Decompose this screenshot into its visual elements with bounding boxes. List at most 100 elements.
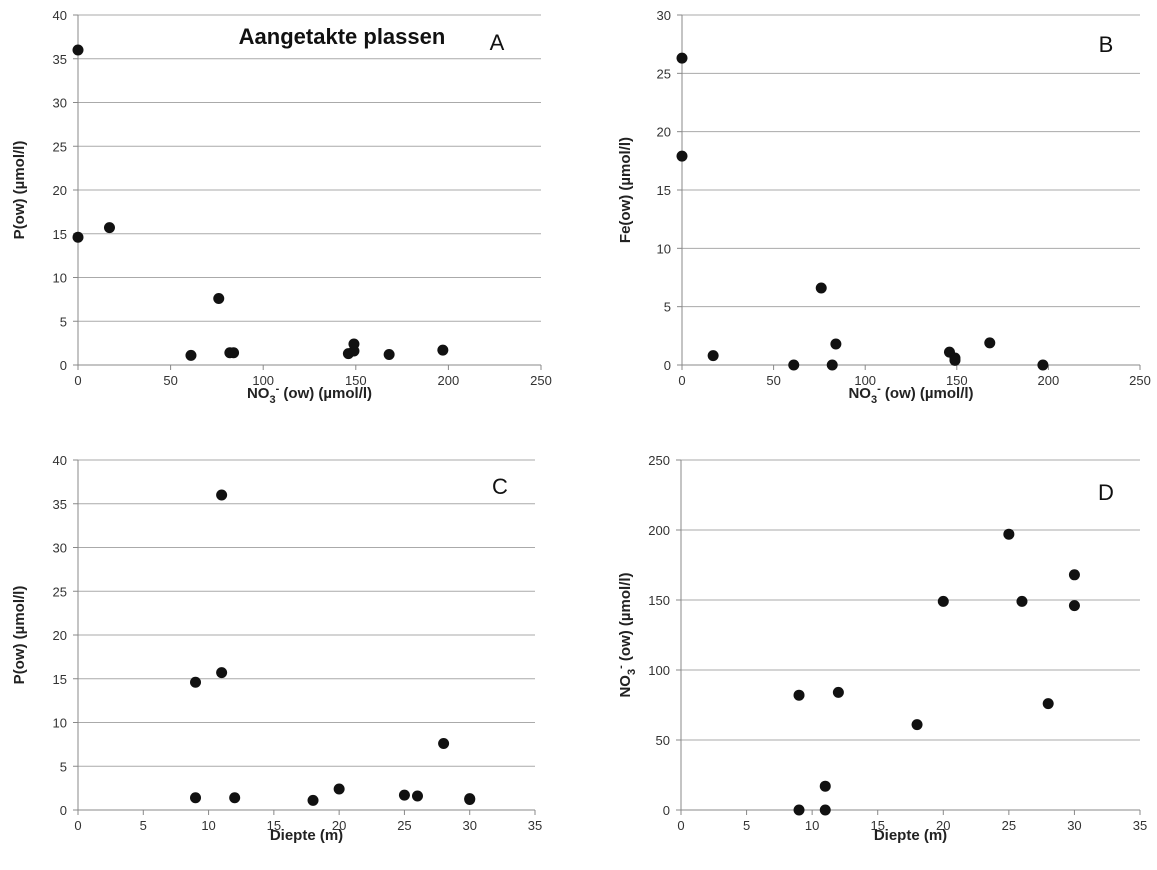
panel-c: 0 5 10 15 20 25 30 35 0 5 10 15 20 25 30 35 40 Diepte (m)… [11,453,542,844]
x-axis-label-pre: NO [848,385,871,402]
data-point [832,686,844,698]
panel-letter: A [490,30,505,55]
x-axis-label: Diepte (m) [874,827,947,844]
data-point [830,338,842,350]
y-axis-label-pre: P(ow) (µmol/l) [11,141,28,240]
data-point [411,790,423,802]
panel-d: 0 5 10 15 20 25 30 35 0 50 100 150 200 250 Diepte (m) N… [615,453,1147,844]
y-tick-label: 30 [53,96,67,111]
y-axis-label: NO3- (ow) (µmol/l) [615,572,638,697]
data-point [190,792,202,804]
y-axis-label: Fe(ow) (µmol/l) [617,137,634,243]
data-point [185,349,197,361]
y-tick-label: 0 [664,358,671,373]
y-axis-label-pre: NO [617,675,634,698]
data-point [72,44,84,56]
y-tick-label: 25 [53,139,67,154]
x-axis-label-pre: NO [247,385,270,402]
x-tick-label: 10 [805,818,819,833]
data-point [72,231,84,243]
data-point [1016,595,1028,607]
x-tick-label: 0 [74,818,81,833]
data-point [383,349,395,360]
data-point [826,359,838,371]
x-tick-label: 20 [332,818,346,833]
x-tick-label: 250 [530,373,552,388]
y-tick-label: 50 [656,733,670,748]
x-tick-label: 25 [397,818,411,833]
data-point [937,595,949,607]
y-tick-label: 30 [657,8,671,23]
data-point [190,676,202,688]
y-tick-label: 35 [53,52,67,67]
data-point [815,282,827,294]
x-tick-label: 100 [854,373,876,388]
y-tick-label: 5 [60,314,67,329]
y-tick-label: 100 [648,663,670,678]
y-axis-label: P(ow) (µmol/l) [11,586,28,685]
panel-title: Aangetakte plassen [239,24,446,49]
data-point [333,783,345,795]
y-tick-label: 250 [648,453,670,468]
data-point [1037,359,1049,371]
y-axis-label-pre: P(ow) (µmol/l) [11,586,28,685]
x-tick-label: 5 [140,818,147,833]
data-point [398,789,410,801]
y-tick-label: 25 [53,584,67,599]
y-tick-label: 15 [657,183,671,198]
data-point [911,719,923,731]
y-axis-label-pre: Fe(ow) (µmol/l) [617,137,634,243]
panel-letter: D [1098,480,1114,505]
y-tick-label: 25 [657,66,671,81]
x-tick-label: 150 [345,373,367,388]
data-point [788,359,800,371]
data-point [793,689,805,701]
data-point [984,337,996,349]
x-axis-label-post: (ow) (µmol/l) [279,385,372,402]
y-tick-label: 5 [60,759,67,774]
x-axis-label-post: (ow) (µmol/l) [881,385,974,402]
x-tick-label: 250 [1129,373,1151,388]
x-axis-label-sub: 3 [871,394,877,406]
y-axis-label-sub: 3 [626,669,638,675]
x-tick-label: 150 [946,373,968,388]
y-tick-label: 0 [60,358,67,373]
x-axis-label-pre: Diepte (m) [874,827,947,844]
y-tick-label: 200 [648,523,670,538]
x-tick-label: 25 [1002,818,1016,833]
y-tick-label: 40 [53,453,67,468]
panel-letter: C [492,474,508,499]
y-tick-label: 0 [663,803,670,818]
x-axis-label-pre: Diepte (m) [270,827,343,844]
x-tick-label: 30 [1067,818,1081,833]
data-point [1068,600,1080,612]
data-point [438,738,450,749]
data-point [1042,698,1054,710]
data-point [819,780,831,792]
x-tick-label: 0 [678,373,685,388]
data-point [707,350,719,362]
x-axis-label: NO3- (ow) (µmol/l) [848,383,973,406]
panel-b: 0 50 100 150 200 250 0 5 10 15 20 25 30 NO3- (ow) (µm… [617,8,1151,406]
x-axis-label-sup: - [877,383,881,395]
x-axis-label: Diepte (m) [270,827,343,844]
x-tick-label: 0 [677,818,684,833]
x-axis-label: NO3- (ow) (µmol/l) [247,383,372,406]
data-point [949,354,961,366]
data-point [103,222,115,234]
y-tick-label: 5 [664,300,671,315]
x-tick-label: 15 [870,818,884,833]
data-point [228,347,240,359]
y-tick-label: 30 [53,541,67,556]
x-tick-label: 50 [766,373,780,388]
data-point [793,804,805,816]
data-point [213,293,225,304]
data-point [676,150,688,162]
data-point [216,489,228,501]
x-tick-label: 30 [462,818,476,833]
y-tick-label: 10 [657,241,671,256]
y-tick-label: 15 [53,227,67,242]
data-point [464,794,476,805]
data-point [676,52,688,64]
